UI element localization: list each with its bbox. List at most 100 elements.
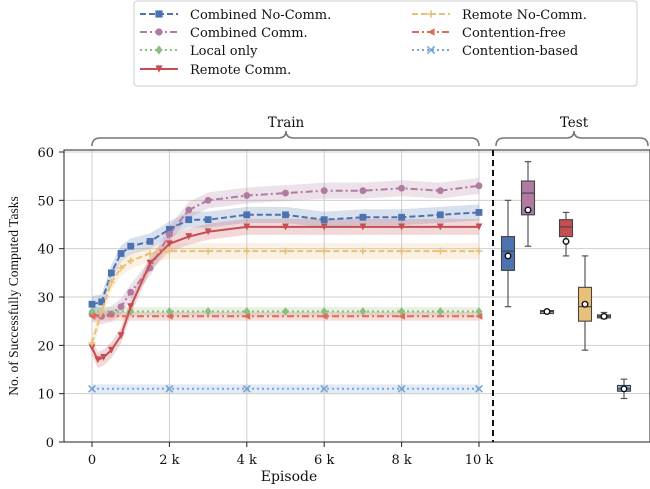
point-remote-no-comm [204, 247, 212, 255]
point-local-only [436, 307, 444, 316]
point-local-only [204, 307, 212, 316]
y-tick-label: 40 [37, 243, 54, 258]
band-remote-comm [92, 218, 479, 368]
x-tick-label: 0 [88, 453, 96, 468]
point-remote-no-comm [127, 257, 135, 265]
point-combined-comm [243, 192, 251, 199]
point-combined-no-comm [320, 216, 328, 224]
legend-label-contention-free: Contention-free [462, 26, 566, 41]
point-local-only [359, 307, 367, 316]
legend-marker-contention-based [426, 45, 436, 55]
x-tick-label: 10 k [465, 453, 494, 468]
series-lines [88, 182, 483, 393]
y-tick-label: 10 [37, 388, 54, 403]
point-contention-based [88, 384, 96, 393]
y-tick-label: 60 [37, 146, 54, 161]
y-tick-label: 0 [46, 436, 54, 451]
point-local-only [166, 307, 173, 316]
point-combined-comm [359, 187, 367, 195]
point-combined-no-comm [98, 298, 106, 306]
point-remote-comm [117, 332, 125, 340]
point-combined-comm [320, 187, 328, 195]
point-remote-no-comm [98, 308, 106, 315]
point-contention-free [166, 312, 173, 320]
test-brace [495, 130, 649, 147]
point-local-only [475, 307, 483, 316]
point-combined-no-comm [107, 269, 115, 277]
legend: Combined No-Comm. Combined Comm. Local onl… [133, 0, 638, 87]
series-line-combined-comm [91, 184, 480, 318]
ticks: 0 10 20 30 40 50 60 0 2 k 4 k 6 k 8 k 10 k [37, 146, 493, 468]
grid [64, 150, 650, 443]
point-contention-based [242, 384, 251, 393]
point-remote-no-comm [146, 250, 154, 257]
mean-remote-comm [562, 237, 570, 245]
x-tick-label: 8 k [391, 453, 411, 468]
test-label: Test [560, 115, 589, 131]
point-remote-comm [398, 223, 405, 231]
point-remote-comm [88, 344, 96, 352]
point-combined-no-comm [146, 238, 154, 245]
point-contention-based [475, 384, 483, 393]
x-tick-label: 4 k [237, 453, 257, 468]
legend-marker-combined-no-comm [155, 10, 163, 18]
box-remote-comm [558, 219, 574, 238]
legend-label-combined-no-comm: Combined No-Comm. [190, 8, 331, 23]
point-remote-comm [243, 223, 251, 231]
point-remote-no-comm [107, 279, 115, 286]
point-contention-free [475, 312, 483, 320]
point-remote-comm [185, 233, 193, 240]
legend-marker-contention-free [427, 28, 435, 36]
point-remote-comm [475, 223, 483, 231]
point-remote-no-comm [475, 247, 483, 255]
point-combined-no-comm [117, 250, 125, 257]
point-remote-comm [320, 223, 328, 231]
legend-label-combined-comm: Combined Comm. [190, 26, 308, 41]
y-tick-label: 50 [37, 194, 54, 209]
point-remote-comm [359, 223, 367, 231]
mean-local-only [543, 308, 551, 316]
point-combined-no-comm [359, 213, 367, 221]
point-remote-no-comm [166, 247, 173, 255]
point-remote-comm [204, 228, 212, 236]
x-tick-label: 2 k [159, 453, 179, 468]
point-remote-comm [436, 223, 444, 231]
point-combined-no-comm [282, 211, 289, 219]
point-combined-comm [475, 182, 483, 190]
legend-marker-remote-comm [155, 65, 163, 73]
series-line-combined-no-comm [91, 211, 480, 306]
point-combined-no-comm [436, 211, 444, 219]
point-contention-free [320, 312, 328, 320]
x-tick-label: 6 k [314, 453, 334, 468]
band-contention-based [92, 384, 479, 394]
point-local-only [127, 307, 135, 316]
point-contention-based [397, 384, 406, 393]
legend-marker-combined-comm [155, 28, 163, 36]
point-contention-free [88, 312, 96, 320]
train-label: Train [268, 115, 305, 131]
legend-label-contention-based: Contention-based [462, 44, 578, 59]
point-remote-comm [166, 240, 173, 248]
point-remote-no-comm [117, 264, 125, 272]
mean-contention-based [620, 385, 628, 393]
box-combined-comm [520, 180, 536, 216]
y-tick-label: 30 [37, 291, 54, 306]
point-remote-no-comm [243, 247, 251, 255]
legend-label-remote-no-comm: Remote No-Comm. [462, 8, 587, 23]
point-combined-no-comm [88, 300, 96, 308]
point-local-only [88, 307, 96, 316]
axes [63, 149, 650, 443]
point-combined-comm [204, 196, 212, 204]
point-combined-no-comm [204, 216, 212, 224]
point-combined-comm [117, 303, 125, 311]
point-combined-no-comm [243, 211, 251, 219]
legend-label-remote-comm: Remote Comm. [190, 63, 291, 78]
legend-marker-local-only [155, 45, 163, 55]
point-combined-no-comm [166, 225, 173, 233]
point-remote-comm [282, 223, 289, 231]
point-combined-no-comm [398, 213, 405, 221]
point-contention-free [243, 312, 251, 320]
point-local-only [282, 307, 289, 316]
band-contention-free [92, 311, 479, 321]
